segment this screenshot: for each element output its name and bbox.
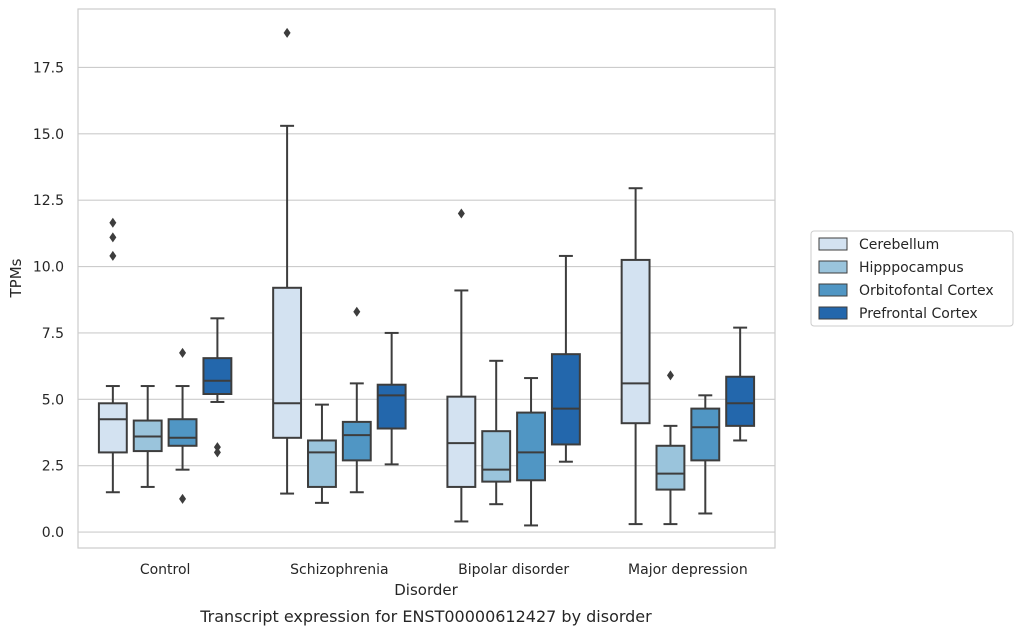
box-iqr bbox=[272, 286, 303, 439]
series-hipppocampus bbox=[132, 359, 686, 526]
box bbox=[446, 208, 477, 523]
legend-item: Cerebellum bbox=[818, 237, 939, 253]
box bbox=[341, 306, 372, 494]
box bbox=[97, 217, 128, 494]
legend: Cerebellum Hipppocampus Orbitofontal Corte… bbox=[810, 230, 1014, 327]
outlier-point bbox=[283, 27, 291, 38]
box-iqr bbox=[167, 418, 198, 447]
y-tick-label: 17.5 bbox=[33, 60, 64, 76]
box-iqr bbox=[97, 402, 128, 454]
box bbox=[132, 385, 163, 488]
box bbox=[690, 394, 721, 515]
outlier-point bbox=[109, 232, 117, 243]
y-tick-label: 12.5 bbox=[33, 193, 64, 209]
box-iqr bbox=[446, 395, 477, 488]
box bbox=[272, 27, 303, 495]
legend-swatch bbox=[818, 237, 848, 251]
box bbox=[481, 359, 512, 506]
legend-swatch bbox=[818, 306, 848, 320]
y-tick-label: 0.0 bbox=[42, 525, 64, 541]
box bbox=[620, 187, 651, 526]
legend-swatch bbox=[818, 260, 848, 274]
x-tick-label: Bipolar disorder bbox=[458, 562, 569, 578]
legend-label: Orbitofontal Cortex bbox=[859, 283, 994, 299]
box bbox=[725, 326, 756, 442]
box-iqr bbox=[620, 258, 651, 425]
box-iqr bbox=[690, 407, 721, 462]
series-orbitofontal-cortex bbox=[167, 306, 721, 527]
y-tick-labels: 0.0 2.5 5.0 7.5 10.0 12.5 15.0 17.5 bbox=[33, 60, 64, 541]
outlier-point bbox=[353, 306, 361, 317]
box bbox=[167, 347, 198, 504]
box bbox=[376, 331, 407, 466]
box-iqr bbox=[516, 411, 546, 482]
x-tick-label: Control bbox=[140, 562, 191, 578]
outlier-point bbox=[213, 442, 221, 453]
legend-item: Hipppocampus bbox=[818, 260, 964, 276]
box-iqr bbox=[376, 383, 407, 430]
outlier-point bbox=[666, 370, 674, 381]
plot-frame bbox=[77, 8, 776, 549]
legend-swatch bbox=[818, 283, 848, 297]
x-axis-title: Disorder bbox=[394, 581, 458, 599]
outlier-point bbox=[213, 447, 221, 458]
series-cerebellum bbox=[97, 27, 651, 526]
box-iqr bbox=[341, 420, 372, 462]
box bbox=[550, 254, 581, 463]
series-prefrontal-cortex bbox=[202, 254, 756, 466]
box bbox=[655, 370, 686, 526]
y-tick-label: 15.0 bbox=[33, 127, 64, 143]
box-iqr bbox=[202, 357, 233, 396]
y-tick-label: 5.0 bbox=[42, 392, 64, 408]
outlier-point bbox=[109, 217, 117, 228]
outlier-point bbox=[179, 347, 187, 358]
legend-frame bbox=[810, 230, 1014, 327]
grid-lines bbox=[78, 66, 775, 533]
x-tick-label: Major depression bbox=[628, 562, 748, 578]
box-iqr bbox=[725, 375, 756, 427]
outlier-point bbox=[179, 493, 187, 504]
x-tick-labels: Control Schizophrenia Bipolar disorder Majo… bbox=[140, 562, 748, 578]
outlier-point bbox=[457, 208, 465, 219]
y-axis-title: TPMs bbox=[7, 258, 25, 298]
x-tick-label: Schizophrenia bbox=[290, 562, 388, 578]
y-tick-label: 7.5 bbox=[42, 326, 64, 342]
legend-label: Hipppocampus bbox=[859, 260, 964, 276]
legend-label: Cerebellum bbox=[859, 237, 939, 253]
y-tick-label: 10.0 bbox=[33, 260, 64, 276]
chart-caption: Transcript expression for ENST0000061242… bbox=[199, 607, 652, 626]
box bbox=[307, 403, 337, 504]
y-tick-label: 2.5 bbox=[42, 459, 64, 475]
outlier-point bbox=[109, 250, 117, 261]
legend-item: Orbitofontal Cortex bbox=[818, 283, 994, 299]
box-plot-series bbox=[97, 27, 756, 527]
legend-label: Prefrontal Cortex bbox=[859, 306, 978, 322]
box-iqr bbox=[481, 430, 512, 483]
box-iqr bbox=[550, 353, 581, 446]
box-iqr bbox=[655, 444, 686, 491]
box bbox=[202, 317, 233, 458]
legend-item: Prefrontal Cortex bbox=[818, 306, 978, 322]
box bbox=[516, 377, 546, 527]
box-iqr bbox=[307, 439, 337, 488]
